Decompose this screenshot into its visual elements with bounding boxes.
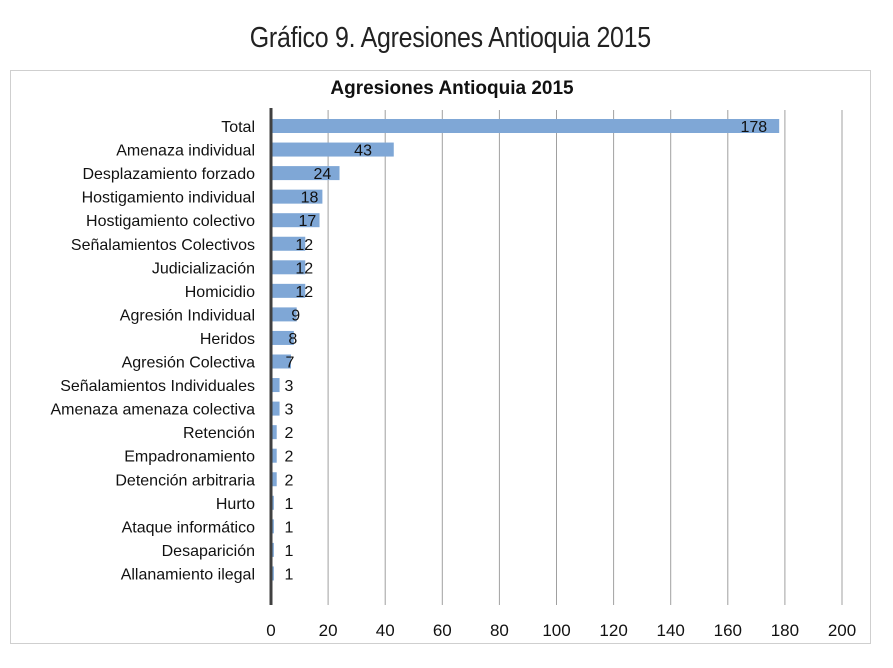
chart-frame <box>10 70 871 644</box>
bar-4 <box>271 213 320 228</box>
bar-9 <box>271 330 294 345</box>
value-label-9: 8 <box>288 331 297 348</box>
category-label-11: Señalamientos Individuales <box>60 378 255 395</box>
value-label-1: 43 <box>354 143 372 160</box>
value-label-19: 1 <box>285 566 294 583</box>
chart-title: Agresiones Antioquia 2015 <box>330 78 574 99</box>
category-label-0: Total <box>221 119 255 136</box>
value-label-18: 1 <box>285 543 294 560</box>
bar-12 <box>271 401 280 416</box>
value-label-17: 1 <box>285 519 294 536</box>
bar-7 <box>271 283 306 298</box>
bar-11 <box>271 378 280 393</box>
value-label-6: 12 <box>295 260 313 277</box>
category-labels: Total Amenaza individual Desplazamiento fo… <box>50 119 255 583</box>
value-label-3: 18 <box>301 190 319 207</box>
bar-10 <box>271 354 291 369</box>
bar-1 <box>271 142 394 157</box>
category-label-14: Empadronamiento <box>124 449 255 466</box>
category-label-19: Allanamiento ilegal <box>121 566 255 583</box>
bar-3 <box>271 189 323 204</box>
x-tick-label-140: 140 <box>657 621 685 640</box>
x-tick-label-0: 0 <box>266 621 275 640</box>
grid-lines <box>327 110 843 605</box>
bar-13 <box>271 425 277 440</box>
bar-8 <box>271 307 297 322</box>
value-label-5: 12 <box>295 237 313 254</box>
value-label-10: 7 <box>286 355 295 372</box>
bar-6 <box>271 260 306 275</box>
bar-2 <box>271 166 340 181</box>
x-tick-label-160: 160 <box>714 621 742 640</box>
value-label-15: 2 <box>285 472 294 489</box>
category-label-12: Amenaza amenaza colectiva <box>50 402 255 419</box>
bar-5 <box>271 236 306 251</box>
x-tick-label-200: 200 <box>828 621 856 640</box>
bar-0 <box>271 119 780 133</box>
category-label-5: Señalamientos Colectivos <box>71 237 255 254</box>
figure-caption: Gráfico 9. Agresiones Antioquia 2015 <box>249 22 651 54</box>
category-label-15: Detención arbitraria <box>115 472 255 489</box>
value-label-4: 17 <box>299 213 317 230</box>
category-label-1: Amenaza individual <box>116 143 255 160</box>
value-label-8: 9 <box>291 307 300 324</box>
category-label-3: Hostigamiento individual <box>82 190 255 207</box>
x-tick-label-80: 80 <box>490 621 509 640</box>
value-labels: 178 43 24 18 17 12 12 12 9 8 7 3 3 2 2 2 1 1 1 1 <box>285 119 768 583</box>
value-label-7: 12 <box>295 284 313 301</box>
category-label-2: Desplazamiento forzado <box>82 166 255 183</box>
category-label-13: Retención <box>183 425 255 442</box>
value-label-2: 24 <box>313 166 331 183</box>
value-label-16: 1 <box>285 496 294 513</box>
category-label-10: Agresión Colectiva <box>122 355 256 372</box>
category-label-9: Heridos <box>200 331 255 348</box>
x-tick-label-20: 20 <box>319 621 338 640</box>
category-label-16: Hurto <box>216 496 255 513</box>
value-label-13: 2 <box>285 425 294 442</box>
category-label-8: Agresión Individual <box>120 307 255 324</box>
x-tick-label-120: 120 <box>599 621 627 640</box>
bars <box>271 119 780 581</box>
bar-14 <box>271 448 277 463</box>
x-tick-label-60: 60 <box>433 621 452 640</box>
category-label-17: Ataque informático <box>122 519 256 536</box>
x-tick-label-100: 100 <box>542 621 570 640</box>
value-label-12: 3 <box>285 402 294 419</box>
x-tick-labels: 0 20 40 60 80 100 120 140 160 180 200 <box>266 621 856 640</box>
category-label-7: Homicidio <box>185 284 255 301</box>
value-label-0: 178 <box>740 119 767 136</box>
category-label-6: Judicialización <box>152 260 255 277</box>
value-label-14: 2 <box>285 449 294 466</box>
category-label-4: Hostigamiento colectivo <box>86 213 255 230</box>
x-tick-label-180: 180 <box>771 621 799 640</box>
category-label-18: Desaparición <box>162 543 255 560</box>
bar-15 <box>271 472 277 487</box>
value-label-11: 3 <box>285 378 294 395</box>
x-tick-label-40: 40 <box>376 621 395 640</box>
